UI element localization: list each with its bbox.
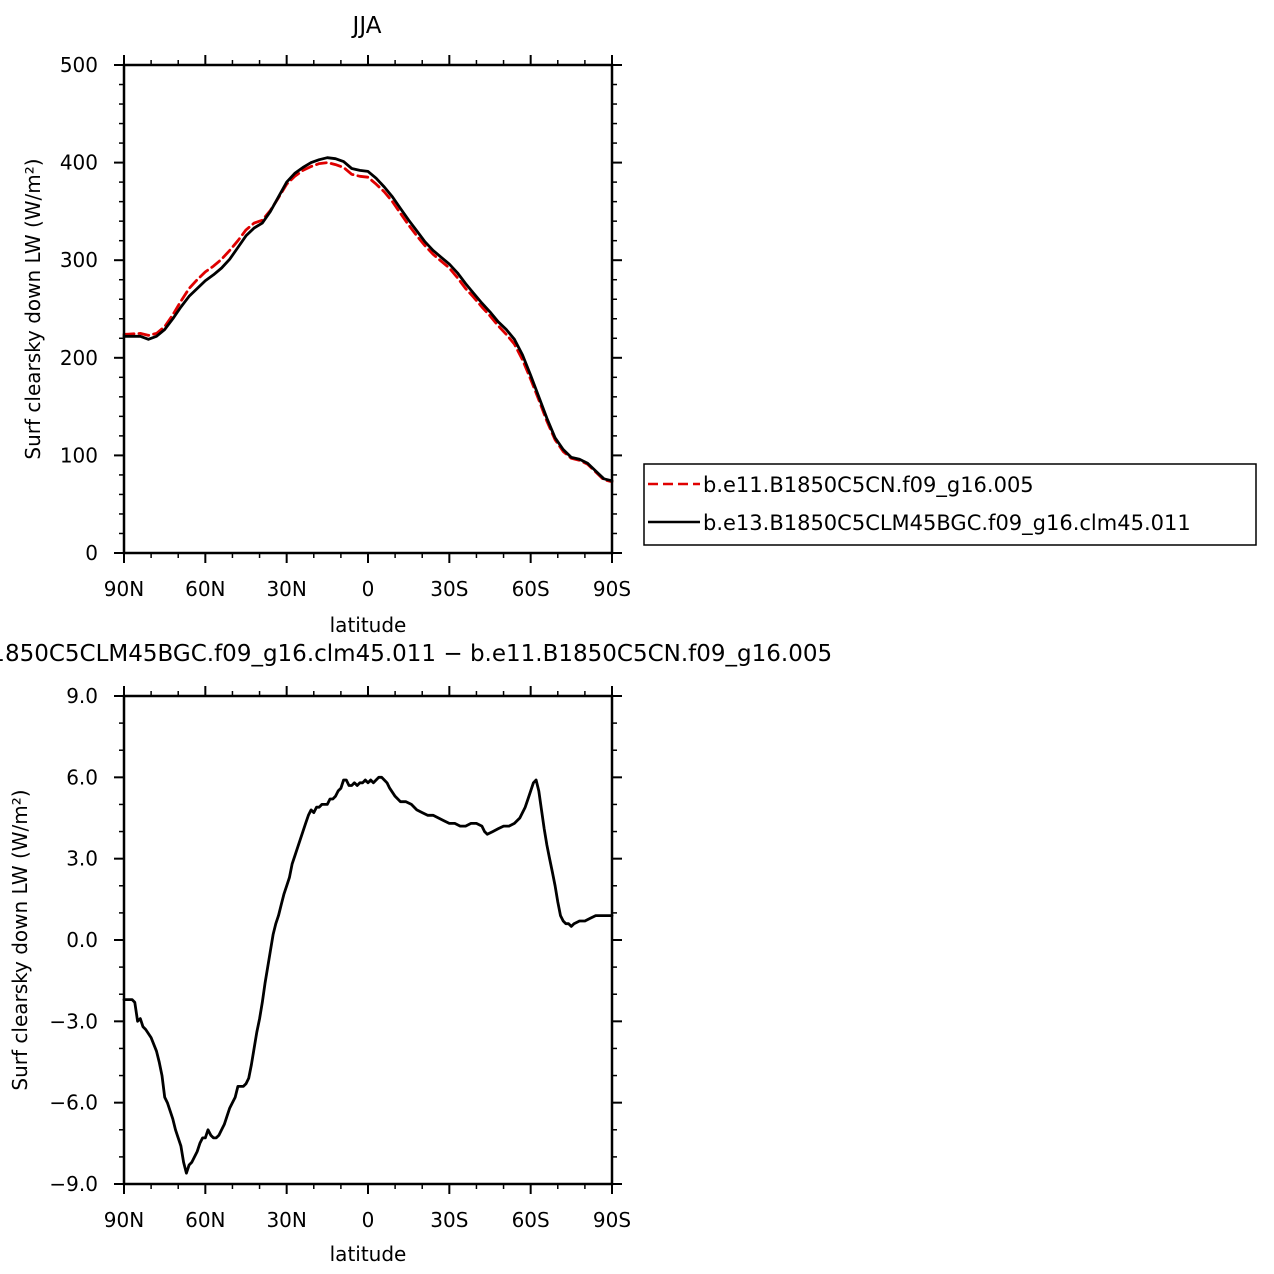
top-y-tick-label: 300 [60, 248, 98, 272]
top-plot-frame [122, 63, 614, 555]
bottom-x-tick-label: 0 [362, 1208, 375, 1232]
bottom-ticks-group: 90N 60N 30N 0 30S 60S 90S −9.0 −6.0 −3.0 0.0 3.0 6.0… [49, 684, 631, 1232]
bottom-y-tick-label: −9.0 [49, 1172, 98, 1196]
bottom-series-group [122, 775, 614, 1175]
top-y-tick-label: 400 [60, 151, 98, 175]
bottom-x-tick-label: 30N [266, 1208, 306, 1232]
top-series-line-1 [122, 161, 614, 484]
top-x-tick-label: 60S [512, 577, 550, 601]
bottom-x-tick-label: 90N [104, 1208, 144, 1232]
bottom-x-tick-label: 90S [593, 1208, 631, 1232]
top-y-tick-label: 100 [60, 443, 98, 467]
bottom-x-tick-label: 30S [430, 1208, 468, 1232]
top-y-tick-label: 0 [85, 541, 98, 565]
top-ticks-group: 90N 60N 30N 0 30S 60S 90S 0 100 200 300 400 500 [60, 53, 631, 601]
bottom-y-tick-label: 0.0 [66, 928, 98, 952]
bottom-panel: b.e13.B1850C5CLM45BGC.f09_g16.clm45.011 … [0, 641, 832, 1266]
legend-label-series-1: b.e11.B1850C5CN.f09_g16.005 [703, 473, 1034, 498]
bottom-y-tick-label: −6.0 [49, 1091, 98, 1115]
top-panel: JJA 90N 60N 30N 0 30S 60S 90S0100200300400500 … [21, 13, 631, 637]
top-y-axis-label: Surf clearsky down LW (W/m²) [21, 158, 45, 459]
bottom-y-axis-label: Surf clearsky down LW (W/m²) [8, 789, 32, 1090]
top-series-line-2 [122, 156, 614, 483]
top-x-tick-label: 0 [362, 577, 375, 601]
bottom-y-tick-label: 9.0 [66, 684, 98, 708]
top-x-axis-label: latitude [330, 613, 407, 637]
top-x-tick-label: 90S [593, 577, 631, 601]
bottom-y-tick-label: −3.0 [49, 1009, 98, 1033]
bottom-series-line-1 [122, 775, 614, 1175]
bottom-x-tick-label: 60N [185, 1208, 225, 1232]
top-series-group [122, 156, 614, 484]
bottom-x-axis-label: latitude [330, 1242, 407, 1266]
bottom-y-tick-label: 3.0 [66, 847, 98, 871]
bottom-chart-title: b.e13.B1850C5CLM45BGC.f09_g16.clm45.011 … [0, 641, 832, 667]
top-y-tick-label: 200 [60, 346, 98, 370]
bottom-plot-frame [122, 694, 614, 1186]
top-chart-title: JJA [351, 13, 382, 39]
top-x-tick-label: 30N [266, 577, 306, 601]
legend: b.e11.B1850C5CN.f09_g16.005 b.e13.B1850C… [643, 463, 1257, 546]
top-x-tick-label: 90N [104, 577, 144, 601]
legend-label-series-2: b.e13.B1850C5CLM45BGC.f09_g16.clm45.011 [703, 511, 1191, 536]
top-x-tick-label: 30S [430, 577, 468, 601]
top-y-tick-label: 500 [60, 53, 98, 77]
top-x-tick-label: 60N [185, 577, 225, 601]
bottom-x-tick-label: 60S [512, 1208, 550, 1232]
bottom-y-tick-label: 6.0 [66, 765, 98, 789]
legend-box [643, 463, 1257, 546]
